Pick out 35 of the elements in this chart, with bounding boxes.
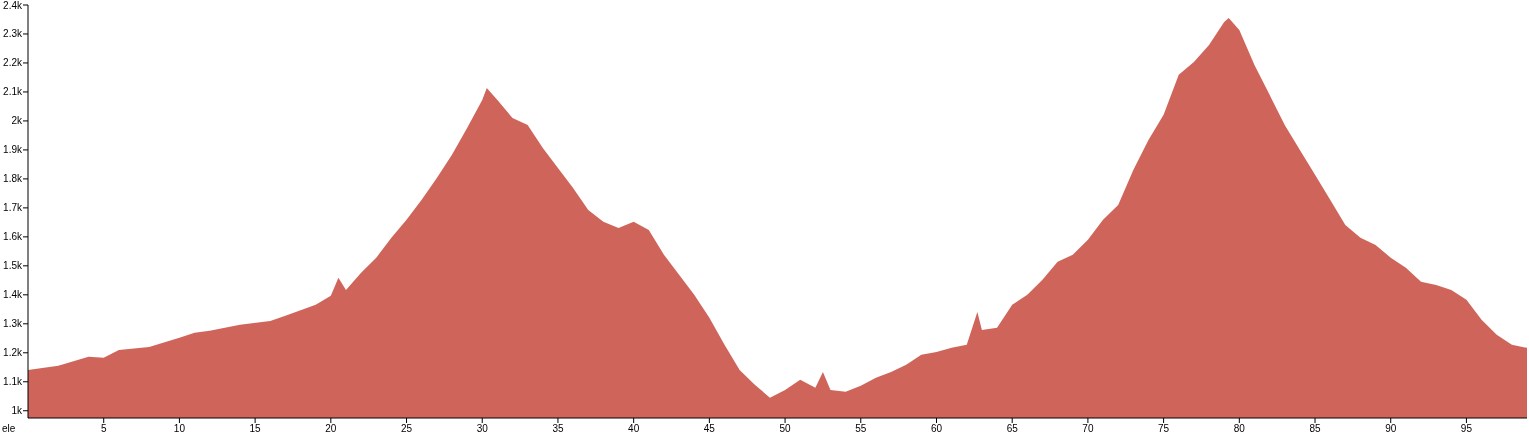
y-tick-label: 2.2k [3, 57, 23, 69]
x-tick-label: 35 [552, 423, 564, 434]
y-tick-label: 1.2k [3, 347, 23, 359]
y-tick-label: 2k [11, 115, 23, 127]
y-tick-label: 1.3k [3, 318, 23, 330]
y-tick-label: 1.1k [3, 376, 23, 388]
y-tick-label: 1.7k [3, 202, 23, 214]
x-tick-label: 10 [173, 423, 186, 434]
y-tick-label: 1.9k [3, 144, 23, 156]
x-tick-label: 85 [1309, 423, 1322, 434]
y-tick-label: 1.6k [3, 231, 23, 243]
x-tick-label: 90 [1385, 423, 1397, 434]
y-tick-label: 2.1k [3, 86, 23, 98]
x-tick-label: 30 [476, 423, 489, 434]
y-tick-label: 2.4k [3, 0, 23, 11]
x-tick-label: 60 [930, 423, 943, 434]
x-tick-label: 80 [1233, 423, 1246, 434]
x-tick-label: 75 [1158, 423, 1170, 434]
x-tick-label: 25 [400, 423, 413, 434]
x-tick-label: 70 [1082, 423, 1094, 434]
y-tick-label: 2.3k [3, 28, 23, 40]
y-tick-label: 1.4k [3, 289, 23, 301]
y-tick-label: 1k [11, 405, 23, 417]
x-tick-label: 40 [628, 423, 640, 434]
x-tick-label: 95 [1460, 423, 1473, 434]
x-tick-label: 20 [325, 423, 337, 434]
x-tick-label: 65 [1006, 423, 1019, 434]
y-tick-label: 1.8k [3, 173, 23, 185]
x-tick-label: 45 [703, 423, 716, 434]
y-tick-label: 1.5k [3, 260, 23, 272]
x-tick-label: 50 [779, 423, 792, 434]
x-tick-label: 55 [855, 423, 867, 434]
x-tick-label: 15 [249, 423, 262, 434]
x-tick-label: 5 [100, 423, 107, 434]
y-axis-title: ele [2, 423, 16, 434]
